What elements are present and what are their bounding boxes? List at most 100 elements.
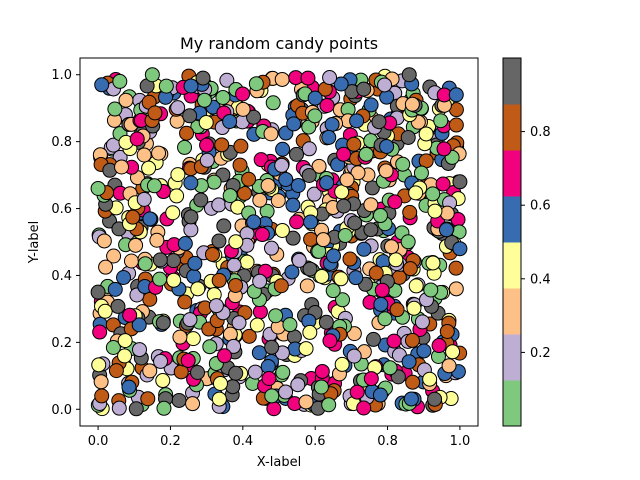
scatter-point bbox=[365, 331, 381, 347]
x-tick-label: 0.8 bbox=[377, 434, 398, 449]
scatter-point bbox=[284, 264, 300, 280]
scatter-point bbox=[142, 211, 158, 227]
scatter-point bbox=[387, 194, 403, 210]
scatter-point bbox=[298, 341, 314, 357]
scatter-point bbox=[137, 256, 153, 272]
scatter-point bbox=[90, 180, 106, 196]
colorbar-segment bbox=[503, 288, 521, 335]
scatter-point bbox=[356, 400, 372, 416]
scatter-point bbox=[183, 209, 199, 225]
scatter-point bbox=[325, 283, 341, 299]
scatter-point bbox=[448, 87, 464, 103]
scatter-point bbox=[246, 214, 262, 230]
scatter-point bbox=[289, 214, 305, 230]
x-axis: 0.0 0.2 0.4 0.6 0.8 1.0 bbox=[88, 426, 470, 449]
scatter-point bbox=[349, 113, 365, 129]
scatter-point bbox=[445, 344, 461, 360]
scatter-point bbox=[128, 401, 144, 417]
scatter-point bbox=[177, 236, 193, 252]
scatter-point bbox=[92, 324, 108, 340]
scatter-point bbox=[211, 197, 227, 213]
colorbar-segment bbox=[503, 380, 521, 427]
scatter-point bbox=[108, 363, 124, 379]
scatter-point bbox=[263, 126, 279, 142]
scatter-point bbox=[373, 296, 389, 312]
scatter-point bbox=[363, 222, 379, 238]
scatter-point bbox=[436, 141, 452, 157]
scatter-point bbox=[106, 248, 122, 264]
scatter-point bbox=[144, 67, 160, 83]
scatter-point bbox=[433, 113, 449, 129]
scatter-point bbox=[222, 113, 238, 129]
scatter-point bbox=[374, 282, 390, 298]
scatter-point bbox=[326, 248, 341, 264]
scatter-point bbox=[136, 147, 152, 163]
scatter-point bbox=[402, 204, 418, 220]
scatter-point bbox=[107, 281, 123, 297]
scatter-point bbox=[228, 234, 244, 250]
scatter-point bbox=[386, 333, 402, 349]
scatter-point bbox=[408, 278, 424, 294]
scatter-point bbox=[263, 240, 279, 256]
scatter-point bbox=[314, 268, 330, 284]
scatter-point bbox=[199, 137, 215, 153]
scatter-point bbox=[107, 101, 123, 117]
scatter-point bbox=[219, 72, 235, 88]
scatter-point bbox=[337, 228, 353, 244]
scatter-point bbox=[90, 284, 106, 300]
scatter-point bbox=[266, 401, 282, 417]
scatter-point bbox=[285, 197, 301, 213]
scatter-point bbox=[251, 345, 267, 361]
scatter-point bbox=[211, 272, 227, 288]
scatter-point bbox=[274, 71, 290, 87]
scatter-point bbox=[153, 353, 169, 369]
scatter-point bbox=[278, 171, 294, 187]
scatter-point bbox=[301, 141, 317, 157]
x-tick-label: 0.2 bbox=[160, 434, 181, 449]
scatter-point bbox=[314, 363, 330, 379]
scatter-point bbox=[253, 152, 269, 168]
scatter-point bbox=[212, 375, 228, 391]
scatter-point bbox=[170, 100, 186, 116]
scatter-point bbox=[278, 384, 294, 400]
scatter-point bbox=[151, 145, 167, 161]
scatter-point bbox=[286, 116, 302, 132]
y-tick-label: 0.6 bbox=[51, 202, 72, 217]
scatter-point bbox=[414, 314, 430, 330]
scatter-point bbox=[185, 396, 201, 412]
scatter-point bbox=[166, 253, 181, 269]
scatter-point bbox=[291, 252, 307, 268]
y-tick-label: 0.0 bbox=[51, 403, 72, 418]
scatter-point bbox=[413, 165, 429, 181]
scatter-point bbox=[94, 388, 110, 404]
scatter-point bbox=[307, 90, 323, 106]
scatter-point bbox=[199, 152, 215, 168]
scatter-point bbox=[321, 397, 337, 413]
scatter-point bbox=[93, 374, 109, 390]
scatter-point bbox=[116, 270, 132, 286]
scatter-point bbox=[186, 268, 202, 284]
scatter-point bbox=[347, 215, 363, 231]
scatter-point bbox=[349, 384, 365, 400]
y-tick-label: 1.0 bbox=[51, 68, 72, 83]
scatter-point bbox=[141, 160, 157, 176]
scatter-point bbox=[324, 116, 340, 132]
scatter-point bbox=[275, 364, 291, 380]
scatter-point bbox=[301, 167, 317, 183]
scatter-point bbox=[285, 230, 301, 246]
scatter-point bbox=[198, 115, 214, 131]
scatter-point bbox=[298, 394, 314, 410]
scatter-point bbox=[252, 273, 268, 289]
scatter-point bbox=[439, 205, 455, 221]
scatter-point bbox=[402, 261, 418, 277]
scatter-point bbox=[122, 307, 138, 323]
colorbar-tick-label: 0.2 bbox=[530, 346, 551, 361]
scatter-point bbox=[252, 192, 268, 208]
scatter-point bbox=[452, 241, 468, 257]
scatter-point bbox=[129, 131, 145, 147]
x-tick-label: 0.0 bbox=[88, 434, 109, 449]
scatter-point bbox=[322, 70, 338, 86]
scatter-point bbox=[400, 129, 416, 145]
scatter-point bbox=[97, 303, 113, 319]
scatter-point bbox=[91, 357, 107, 373]
